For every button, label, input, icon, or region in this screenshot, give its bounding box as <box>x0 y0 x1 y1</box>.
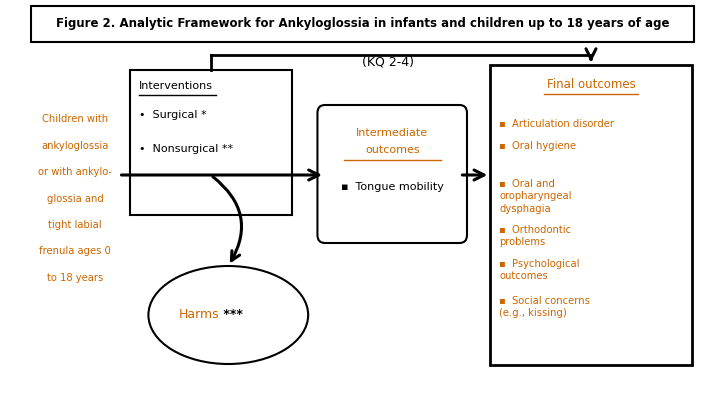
Text: Final outcomes: Final outcomes <box>547 79 635 91</box>
Text: ▪  Oral hygiene: ▪ Oral hygiene <box>500 141 576 151</box>
Text: to 18 years: to 18 years <box>47 273 103 283</box>
Text: or with ankylo-: or with ankylo- <box>38 167 112 177</box>
Text: glossia and: glossia and <box>46 193 104 204</box>
Text: (KQ 2-4): (KQ 2-4) <box>362 56 414 69</box>
Text: Interventions: Interventions <box>139 81 213 91</box>
Text: ankyloglossia: ankyloglossia <box>41 141 109 150</box>
Text: •  Nonsurgical **: • Nonsurgical ** <box>139 144 233 154</box>
FancyBboxPatch shape <box>490 65 692 365</box>
Text: ▪  Social concerns
(e.g., kissing): ▪ Social concerns (e.g., kissing) <box>500 296 590 318</box>
Text: •  Surgical *: • Surgical * <box>139 110 207 120</box>
Text: Harms: Harms <box>178 308 219 322</box>
Text: ▪  Oral and
oropharyngeal
dysphagia: ▪ Oral and oropharyngeal dysphagia <box>500 179 572 214</box>
FancyBboxPatch shape <box>31 6 694 42</box>
FancyBboxPatch shape <box>318 105 467 243</box>
Text: tight labial: tight labial <box>49 220 102 230</box>
Text: Children with: Children with <box>42 114 108 124</box>
Text: ▪  Psychological
outcomes: ▪ Psychological outcomes <box>500 259 580 281</box>
Text: Intermediate: Intermediate <box>356 128 428 138</box>
Text: outcomes: outcomes <box>365 145 420 155</box>
FancyBboxPatch shape <box>130 70 292 215</box>
Text: ***: *** <box>219 308 243 322</box>
Text: Figure 2. Analytic Framework for Ankyloglossia in infants and children up to 18 : Figure 2. Analytic Framework for Ankylog… <box>56 17 669 31</box>
Text: ▪  Tongue mobility: ▪ Tongue mobility <box>341 182 444 192</box>
Text: ▪  Articulation disorder: ▪ Articulation disorder <box>500 119 615 129</box>
Text: ▪  Orthodontic
problems: ▪ Orthodontic problems <box>500 225 571 247</box>
Ellipse shape <box>149 266 308 364</box>
Text: frenula ages 0: frenula ages 0 <box>39 247 111 256</box>
